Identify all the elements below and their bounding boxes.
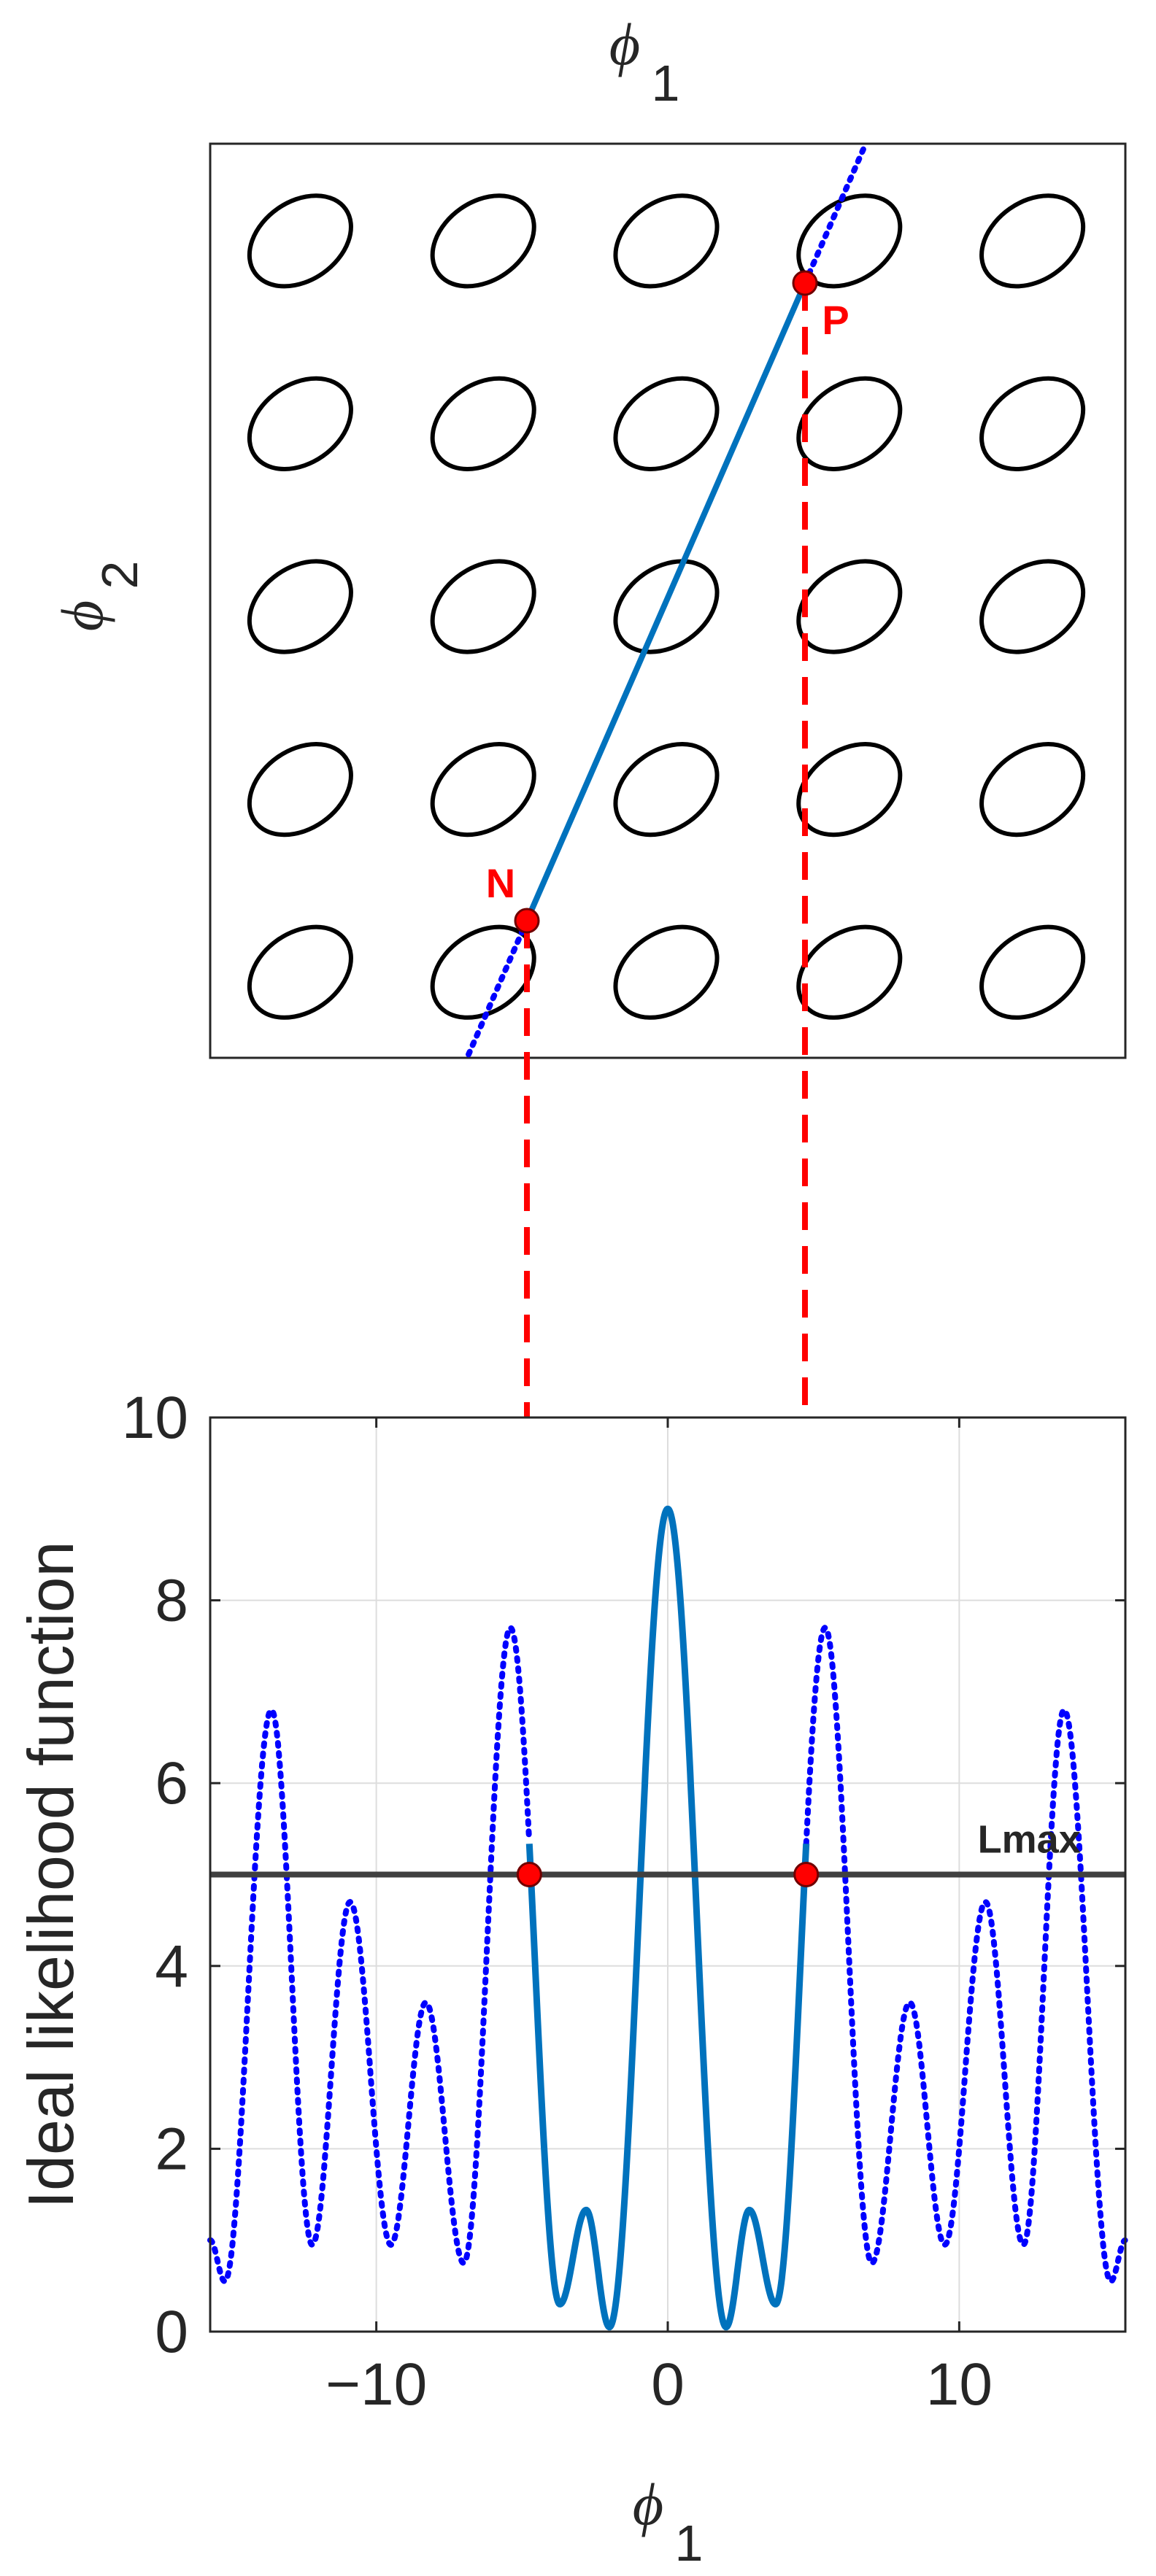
ellipse-contour xyxy=(247,924,353,1020)
ellipse-contour xyxy=(796,376,903,472)
series-inside-solid xyxy=(525,1505,810,2331)
ellipse-contour xyxy=(613,376,720,472)
lmax-label: Lmax xyxy=(978,1818,1081,1862)
top-title-symbol: ϕ xyxy=(609,11,640,77)
bottom-xlabel-subscript: 1 xyxy=(675,2515,704,2572)
line-n-to-p xyxy=(524,282,808,922)
line-extension-lower xyxy=(464,918,530,1061)
ellipse-contour xyxy=(247,193,353,289)
ellipse-contour xyxy=(979,924,1086,1020)
ellipse-contour xyxy=(430,741,536,838)
ellipse-contour xyxy=(247,376,353,472)
y-tick-label: 6 xyxy=(155,1750,188,1817)
ellipse-contour xyxy=(430,193,536,289)
lmax-marker-left xyxy=(516,1862,542,1887)
y-tick-label: 4 xyxy=(155,1933,188,2000)
point-n-marker xyxy=(514,908,540,934)
series-outside-dotted xyxy=(207,1624,1128,2285)
point-p-label: P xyxy=(822,297,849,343)
ellipse-contour xyxy=(613,924,720,1020)
point-p-marker xyxy=(792,270,818,296)
ellipse-contour xyxy=(979,193,1086,289)
ellipse-contour xyxy=(613,741,720,838)
ellipse-contour xyxy=(247,741,353,838)
lmax-marker-right xyxy=(793,1862,820,1887)
y-tick-label: 10 xyxy=(122,1385,188,1451)
y-tick-label: 2 xyxy=(155,2116,188,2182)
top-ylabel: ϕ 2 xyxy=(49,561,148,632)
ellipse-contour xyxy=(979,376,1086,472)
y-tick-label: 8 xyxy=(155,1568,188,1634)
x-tick-label: 10 xyxy=(926,2351,993,2418)
line-extension-upper xyxy=(802,141,869,286)
bottom-panel: Lmax −10 0 10 0 2 4 6 8 10 Ideal likelihood func… xyxy=(15,1385,1128,2572)
ellipse-contour xyxy=(247,559,353,654)
ellipse-contour xyxy=(613,193,720,289)
top-ylabel-symbol: ϕ xyxy=(49,600,115,631)
ellipse-contour xyxy=(430,376,536,472)
bottom-tick-labels: −10 0 10 0 2 4 6 8 10 xyxy=(122,1385,993,2418)
ellipse-grid xyxy=(247,193,1086,1020)
ellipse-contour xyxy=(613,559,720,654)
ellipse-contour xyxy=(430,559,536,654)
x-tick-label: 0 xyxy=(651,2351,685,2418)
bottom-xlabel-symbol: ϕ xyxy=(633,2471,663,2537)
x-tick-label: −10 xyxy=(325,2351,427,2418)
top-panel: ϕ 1 ϕ 2 xyxy=(49,11,1127,1061)
top-title-subscript: 1 xyxy=(652,55,680,112)
bottom-axes-frame xyxy=(209,1416,1127,2333)
bottom-ylabel: Ideal likelihood function xyxy=(15,1542,87,2209)
point-n-label: N xyxy=(486,860,515,906)
ellipse-contour xyxy=(979,559,1086,654)
ellipse-contour xyxy=(979,741,1086,838)
y-tick-label: 0 xyxy=(155,2299,188,2365)
top-ylabel-subscript: 2 xyxy=(91,561,148,589)
